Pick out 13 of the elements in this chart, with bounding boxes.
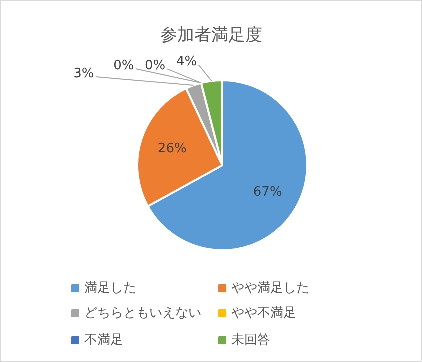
data-label: 67%	[253, 184, 282, 200]
legend-label: 不満足	[84, 333, 124, 348]
text: 0%	[145, 58, 166, 74]
data-label: 3%	[74, 66, 94, 82]
legend-label: やや不満足	[232, 306, 296, 321]
data-label: 4%	[176, 54, 198, 70]
legend-label: 未回答	[232, 333, 270, 348]
chart-title: 参加者満足度	[160, 26, 262, 46]
legend-label: 満足した	[84, 281, 136, 296]
legend-label: どちらともいえない	[84, 306, 202, 321]
data-label: 26%	[158, 142, 187, 157]
legend-label: やや満足した	[232, 281, 310, 296]
text: 0%	[114, 58, 134, 74]
